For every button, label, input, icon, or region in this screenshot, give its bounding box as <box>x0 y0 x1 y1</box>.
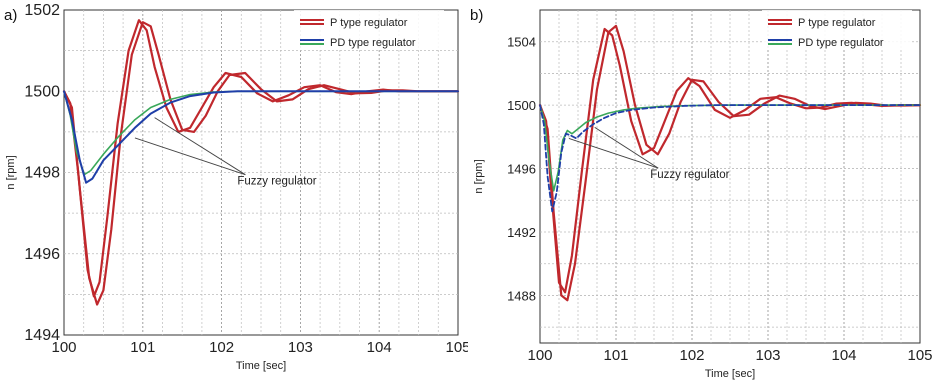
y-axis-label: n [rpm] <box>473 159 485 193</box>
x-tick-label: 103 <box>288 339 313 356</box>
y-tick-label: 1496 <box>24 246 60 263</box>
x-tick-label: 101 <box>130 339 155 356</box>
y-tick-label: 1488 <box>507 288 536 303</box>
legend-label: PD type regulator <box>330 37 416 49</box>
series-line <box>538 27 922 294</box>
fuzzy-annotation: Fuzzy regulator <box>568 126 730 181</box>
annotation-leader-line <box>568 138 659 169</box>
annotation-leader-line <box>134 137 246 176</box>
panel-label: b) <box>470 7 483 24</box>
y-tick-label: 1502 <box>24 2 60 19</box>
x-tick-label: 103 <box>755 347 780 364</box>
x-tick-label: 104 <box>831 347 856 364</box>
series-line <box>62 21 460 306</box>
y-tick-label: 1496 <box>507 162 536 177</box>
x-axis-label: Time [sec] <box>705 368 755 380</box>
fuzzy-annotation: Fuzzy regulator <box>134 117 317 188</box>
x-tick-label: 104 <box>367 339 392 356</box>
series-group <box>538 24 922 302</box>
y-axis-label: n [rpm] <box>5 155 17 189</box>
legend: P type regulator PD type regulator <box>294 10 444 49</box>
legend-label: P type regulator <box>798 17 876 29</box>
x-tick-label: 105 <box>445 339 468 356</box>
y-tick-label: 1504 <box>507 35 536 50</box>
x-tick-label: 105 <box>907 347 932 364</box>
annotation-leader-line <box>154 117 246 176</box>
legend: P type regulator PD type regulator <box>762 10 912 49</box>
series-line <box>539 104 921 213</box>
x-tick-label: 100 <box>51 339 76 356</box>
chart-panel-a: 100 101 102 103 104 105 1494 1496 1498 1500 1502 Ti… <box>0 0 468 380</box>
x-tick-label: 102 <box>209 339 234 356</box>
chart-panel-b: 100 101 102 103 104 105 1488 1492 1496 1500 1504 Ti… <box>468 0 937 380</box>
series-line <box>63 90 459 184</box>
x-axis-label: Time [sec] <box>236 360 286 372</box>
annotation-text: Fuzzy regulator <box>650 169 729 181</box>
legend-background <box>294 10 444 48</box>
legend-label: PD type regulator <box>798 37 884 49</box>
y-tick-label: 1492 <box>507 225 536 240</box>
series-line <box>538 24 922 302</box>
series-group <box>62 19 460 306</box>
panel-label: a) <box>4 7 17 24</box>
x-tick-label: 102 <box>679 347 704 364</box>
annotation-text: Fuzzy regulator <box>237 176 316 188</box>
chart-svg: 100 101 102 103 104 105 1488 1492 1496 1500 1504 Ti… <box>470 7 933 380</box>
y-tick-label: 1494 <box>24 327 60 344</box>
annotation-leader-line <box>594 126 659 169</box>
y-tick-label: 1500 <box>24 83 60 100</box>
legend-background <box>762 10 912 48</box>
x-tick-label: 100 <box>527 347 552 364</box>
y-tick-label: 1498 <box>24 165 60 182</box>
chart-svg: 100 101 102 103 104 105 1494 1496 1498 1500 1502 Ti… <box>4 2 468 372</box>
x-tick-label: 101 <box>603 347 628 364</box>
legend-label: P type regulator <box>330 17 408 29</box>
y-tick-label: 1500 <box>507 98 536 113</box>
